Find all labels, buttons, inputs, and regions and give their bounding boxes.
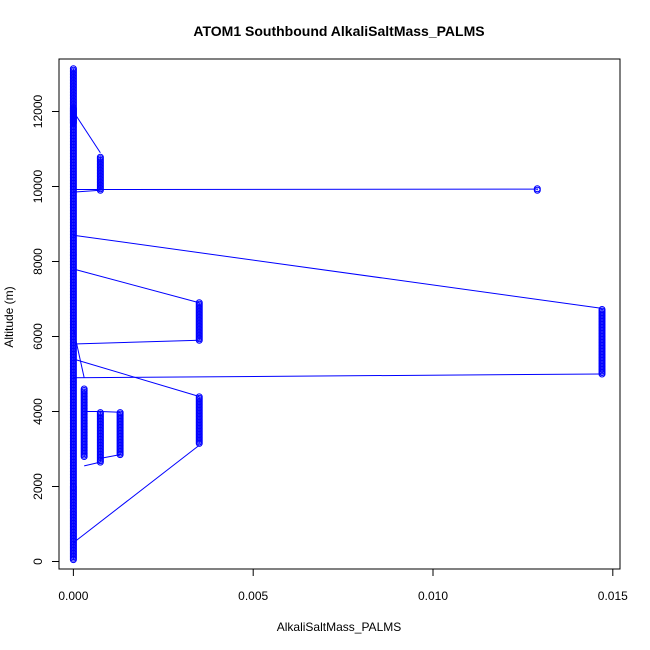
- y-tick-label-3: 6000: [31, 323, 45, 350]
- x-tick-label-2: 0.010: [418, 589, 448, 603]
- y-tick-label-0: 0: [31, 558, 45, 565]
- x-axis: 0.000 0.005 0.010 0.015: [58, 568, 628, 603]
- y-axis-label: Altitude (m): [2, 286, 16, 347]
- y-tick-label-5: 10000: [31, 169, 45, 203]
- y-tick-label-1: 2000: [31, 473, 45, 500]
- connector-line-4: [73, 268, 200, 304]
- connector-line-0: [72, 111, 101, 154]
- data-point-5-28: [116, 409, 124, 417]
- x-tick-label-0: 0.000: [58, 589, 88, 603]
- plot-layer: [69, 65, 606, 564]
- data-point-2-22: [96, 153, 104, 161]
- y-tick-label-2: 4000: [31, 398, 45, 425]
- data-point-9-43: [598, 306, 606, 313]
- x-axis-label: AlkaliSaltMass_PALMS: [277, 620, 402, 634]
- y-tick-label-4: 8000: [31, 248, 45, 275]
- connector-line-3: [73, 234, 603, 309]
- data-point-10-36: [69, 65, 77, 73]
- connector-line-5: [73, 339, 200, 345]
- data-point-3-33: [96, 409, 104, 417]
- x-tick-label-3: 0.015: [598, 589, 628, 603]
- chart-title: ATOM1 Southbound AlkaliSaltMass_PALMS: [193, 23, 484, 39]
- connector-line-12: [73, 444, 200, 544]
- x-tick-label-1: 0.005: [238, 589, 268, 603]
- data-point-7-25: [195, 299, 203, 307]
- data-point-6-31: [195, 393, 203, 401]
- connector-line-7: [73, 373, 603, 379]
- connector-line-2: [73, 189, 101, 193]
- data-point-8-1: [533, 185, 541, 193]
- y-axis: 0 2000 4000 6000 8000 10000 12000: [31, 94, 60, 565]
- y-tick-label-6: 12000: [31, 94, 45, 128]
- data-point-4-45: [80, 385, 88, 393]
